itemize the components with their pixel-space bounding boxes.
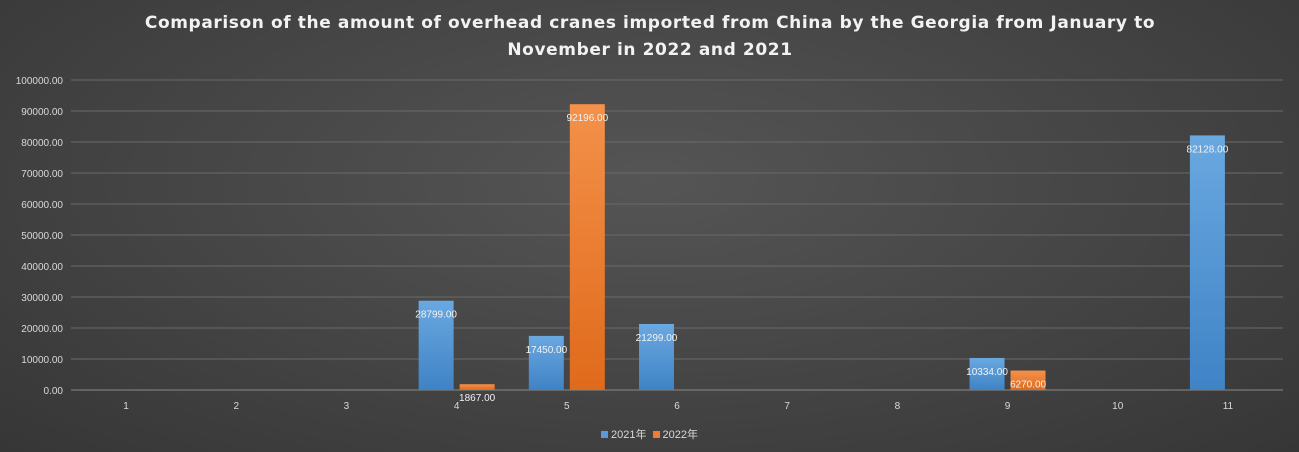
y-tick-label: 100000.00 [16, 76, 64, 87]
y-tick-label: 20000.00 [21, 324, 63, 335]
legend-item-2022[interactable]: 2022年 [652, 426, 698, 442]
x-tick-label: 1 [123, 401, 129, 412]
bar-2022-4[interactable] [459, 384, 495, 390]
x-tick-label: 2 [233, 401, 239, 412]
legend-label-2022: 2022年 [662, 429, 698, 441]
data-label: 17450.00 [525, 345, 567, 356]
legend-swatch-2022 [652, 430, 660, 438]
legend-swatch-2021 [601, 430, 609, 438]
data-label: 1867.00 [459, 393, 496, 404]
x-tick-label: 8 [895, 401, 901, 412]
x-tick-label: 5 [564, 401, 570, 412]
x-tick-label: 4 [454, 401, 460, 412]
y-tick-label: 30000.00 [21, 293, 63, 304]
data-label: 6270.00 [1010, 380, 1047, 391]
data-label: 82128.00 [1187, 144, 1229, 155]
bar-2021-4[interactable] [418, 300, 454, 390]
bar-2021-6[interactable] [639, 323, 674, 390]
data-labels: 28799.00 17450.00 21299.00 10334.00 82128.00… [415, 113, 1228, 404]
data-label: 10334.00 [966, 367, 1008, 378]
grid-lines [71, 79, 1283, 391]
data-label: 92196.00 [566, 113, 608, 124]
y-tick-label: 50000.00 [21, 231, 63, 242]
x-axis-tick-labels: 1 2 3 4 5 6 7 8 9 10 11 [123, 401, 1233, 412]
y-tick-label: 80000.00 [21, 138, 63, 149]
y-tick-label: 70000.00 [21, 169, 63, 180]
y-axis-tick-labels: 0.00 10000.00 20000.00 30000.00 40000.00 5000… [16, 76, 64, 397]
bar-2022-9[interactable] [1010, 370, 1046, 390]
x-tick-label: 7 [784, 401, 790, 412]
y-tick-label: 0.00 [44, 386, 64, 397]
bar-2021-5[interactable] [528, 335, 564, 390]
x-tick-label: 6 [674, 401, 680, 412]
x-tick-label: 11 [1223, 401, 1234, 412]
y-tick-label: 60000.00 [21, 200, 63, 211]
bars [418, 104, 1225, 391]
bar-2021-9[interactable] [969, 357, 1005, 390]
x-tick-label: 9 [1005, 401, 1011, 412]
legend-label-2021: 2021年 [611, 429, 647, 441]
data-label: 28799.00 [415, 310, 457, 321]
legend-item-2021[interactable]: 2021年 [601, 426, 647, 442]
bar-2022-5[interactable] [569, 104, 605, 391]
bar-2021-11[interactable] [1189, 135, 1225, 390]
data-label: 21299.00 [636, 333, 678, 344]
legend: 2021年 2022年 [0, 426, 1299, 442]
y-tick-label: 90000.00 [21, 107, 63, 118]
y-tick-label: 40000.00 [21, 262, 63, 273]
chart-title: Comparison of the amount of overhead cra… [144, 13, 1156, 60]
x-tick-label: 10 [1112, 401, 1124, 412]
y-tick-label: 10000.00 [21, 355, 63, 366]
x-tick-label: 3 [344, 401, 350, 412]
